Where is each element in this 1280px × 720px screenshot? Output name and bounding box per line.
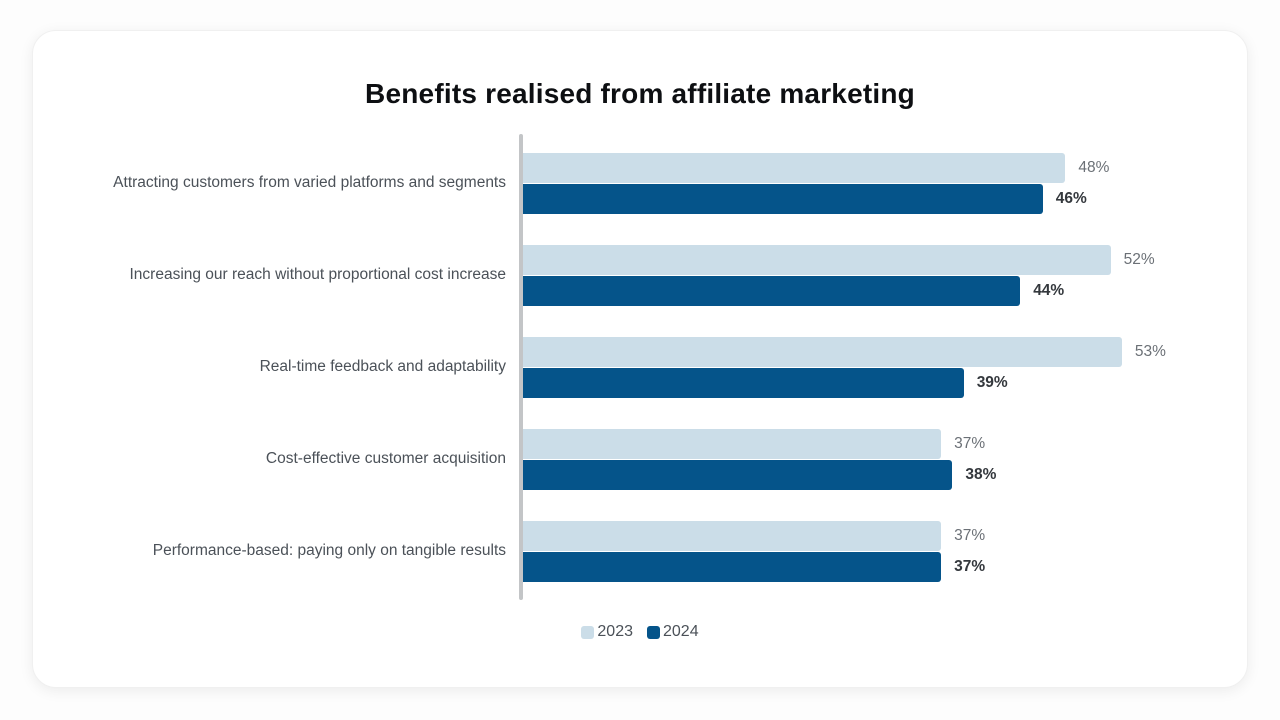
chart-row: Increasing our reach without proportiona… xyxy=(33,229,1247,321)
value-label-2023: 52% xyxy=(1123,250,1155,268)
category-label: Cost-effective customer acquisition xyxy=(265,449,506,467)
bar-group: 52% 44% xyxy=(523,244,1155,306)
value-label-2023: 48% xyxy=(1078,158,1110,176)
bar-line: 48% xyxy=(523,152,1110,183)
bar-line: 37% xyxy=(523,520,986,551)
bar-2023 xyxy=(523,244,1111,275)
bar-line: 46% xyxy=(523,183,1109,214)
bar-2024 xyxy=(523,183,1043,214)
value-label-2023: 53% xyxy=(1134,342,1166,360)
chart-row: Performance-based: paying only on tangib… xyxy=(33,505,1247,597)
legend-item-2023: 2023 xyxy=(581,623,633,641)
chart-row: Attracting customers from varied platfor… xyxy=(33,137,1247,229)
bar-line: 39% xyxy=(523,367,1166,398)
bar-2024 xyxy=(523,275,1021,306)
bar-group: 48% 46% xyxy=(523,152,1110,214)
bar-2024 xyxy=(523,551,942,582)
chart-row: Cost-effective customer acquisition 37% 38… xyxy=(33,413,1247,505)
y-axis-line xyxy=(519,134,523,600)
category-label: Real-time feedback and adaptability xyxy=(259,357,506,375)
bar-group: 37% 38% xyxy=(523,428,997,490)
bar-2023 xyxy=(523,152,1066,183)
value-label-2024: 44% xyxy=(1033,281,1065,299)
category-label: Performance-based: paying only on tangib… xyxy=(152,541,506,559)
bar-line: 37% xyxy=(523,428,996,459)
legend: 2023 2024 xyxy=(33,623,1247,641)
bar-2023 xyxy=(523,336,1122,367)
bar-rows: Attracting customers from varied platfor… xyxy=(33,137,1247,597)
bar-2023 xyxy=(523,520,942,551)
legend-swatch-2024 xyxy=(647,625,660,639)
value-label-2023: 37% xyxy=(954,526,986,544)
bar-line: 37% xyxy=(523,551,986,582)
chart-row: Real-time feedback and adaptability 53% 39… xyxy=(33,321,1247,413)
value-label-2024: 39% xyxy=(976,373,1008,391)
value-label-2023: 37% xyxy=(954,434,986,452)
value-label-2024: 46% xyxy=(1055,189,1087,207)
legend-label-2023: 2023 xyxy=(597,623,633,640)
legend-swatch-2023 xyxy=(581,625,595,639)
bar-chart: Attracting customers from varied platfor… xyxy=(33,134,1247,600)
category-label: Increasing our reach without proportiona… xyxy=(129,265,506,283)
bar-line: 38% xyxy=(523,459,997,490)
legend-label-2024: 2024 xyxy=(663,623,699,640)
category-label: Attracting customers from varied platfor… xyxy=(113,173,506,191)
bar-line: 52% xyxy=(523,244,1155,275)
bar-line: 53% xyxy=(523,336,1166,367)
bar-group: 53% 39% xyxy=(523,336,1166,398)
bar-2024 xyxy=(523,367,964,398)
bar-2024 xyxy=(523,459,953,490)
chart-title: Benefits realised from affiliate marketi… xyxy=(365,78,915,109)
bar-line: 44% xyxy=(523,275,1155,306)
legend-item-2024: 2024 xyxy=(647,623,699,641)
bar-group: 37% 37% xyxy=(523,520,986,582)
value-label-2024: 38% xyxy=(965,465,997,483)
value-label-2024: 37% xyxy=(954,557,986,575)
bar-2023 xyxy=(523,428,942,459)
chart-card: Benefits realised from affiliate marketi… xyxy=(32,30,1248,688)
